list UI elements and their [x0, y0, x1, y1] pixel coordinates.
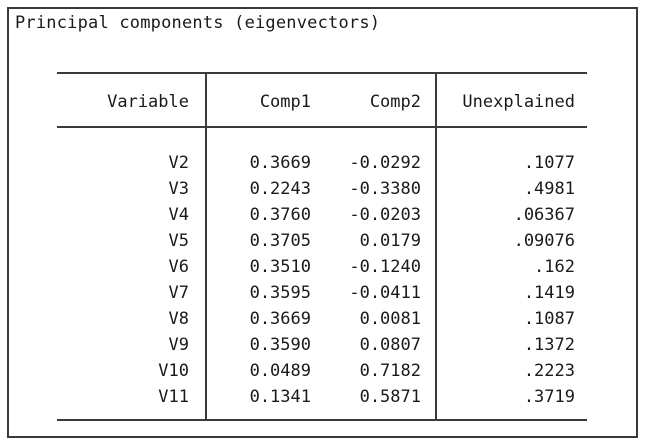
- cell-comp1: 0.3595: [249, 283, 311, 303]
- table-body: V2 0.3669 -0.0292 .1077 V3 0.2243 -0.338…: [57, 150, 587, 410]
- table-row: V8 0.3669 0.0081 .1087: [57, 306, 587, 332]
- cell-comp1: 0.1341: [249, 387, 311, 407]
- cell-unexplained: .09076: [513, 231, 575, 251]
- table-row: V3 0.2243 -0.3380 .4981: [57, 176, 587, 202]
- table-row: V9 0.3590 0.0807 .1372: [57, 332, 587, 358]
- cell-unexplained: .4981: [523, 179, 575, 199]
- table-row: V5 0.3705 0.0179 .09076: [57, 228, 587, 254]
- cell-comp2: 0.0081: [359, 309, 421, 329]
- cell-unexplained: .06367: [513, 205, 575, 225]
- cell-comp1: 0.0489: [249, 361, 311, 381]
- cell-variable: V3: [168, 179, 189, 199]
- cell-unexplained: .3719: [523, 387, 575, 407]
- cell-comp2: 0.0807: [359, 335, 421, 355]
- cell-comp1: 0.3669: [249, 309, 311, 329]
- cell-variable: V10: [158, 361, 189, 381]
- table-row: V7 0.3595 -0.0411 .1419: [57, 280, 587, 306]
- cell-comp2: 0.0179: [359, 231, 421, 251]
- table-divider-variable: [205, 73, 207, 419]
- cell-comp2: -0.1240: [349, 257, 421, 277]
- output-title: Principal components (eigenvectors): [15, 13, 381, 33]
- table-row: V10 0.0489 0.7182 .2223: [57, 358, 587, 384]
- cell-comp1: 0.3760: [249, 205, 311, 225]
- cell-comp2: -0.0203: [349, 205, 421, 225]
- header-comp1: Comp1: [259, 92, 311, 112]
- cell-comp1: 0.3590: [249, 335, 311, 355]
- table-row: V6 0.3510 -0.1240 .162: [57, 254, 587, 280]
- table-top-rule: [57, 72, 587, 74]
- table-header-rule: [57, 126, 587, 128]
- cell-variable: V4: [168, 205, 189, 225]
- cell-comp1: 0.3669: [249, 153, 311, 173]
- cell-comp2: -0.0292: [349, 153, 421, 173]
- table-row: V2 0.3669 -0.0292 .1077: [57, 150, 587, 176]
- cell-variable: V5: [168, 231, 189, 251]
- cell-unexplained: .162: [534, 257, 575, 277]
- cell-comp1: 0.2243: [249, 179, 311, 199]
- cell-variable: V7: [168, 283, 189, 303]
- header-comp2: Comp2: [369, 92, 421, 112]
- cell-unexplained: .1419: [523, 283, 575, 303]
- cell-variable: V9: [168, 335, 189, 355]
- cell-unexplained: .1372: [523, 335, 575, 355]
- cell-comp2: -0.0411: [349, 283, 421, 303]
- cell-comp1: 0.3705: [249, 231, 311, 251]
- header-variable: Variable: [107, 92, 189, 112]
- eigenvector-table: Variable Comp1 Comp2 Unexplained V2 0.36…: [57, 72, 587, 422]
- cell-comp2: -0.3380: [349, 179, 421, 199]
- cell-unexplained: .1087: [523, 309, 575, 329]
- cell-comp2: 0.7182: [359, 361, 421, 381]
- table-divider-unexplained: [435, 73, 437, 419]
- cell-variable: V11: [158, 387, 189, 407]
- table-row: V4 0.3760 -0.0203 .06367: [57, 202, 587, 228]
- header-unexplained: Unexplained: [462, 92, 575, 112]
- cell-unexplained: .1077: [523, 153, 575, 173]
- cell-variable: V2: [168, 153, 189, 173]
- cell-comp2: 0.5871: [359, 387, 421, 407]
- cell-variable: V6: [168, 257, 189, 277]
- table-bottom-rule: [57, 419, 587, 421]
- table-row: V11 0.1341 0.5871 .3719: [57, 384, 587, 410]
- cell-comp1: 0.3510: [249, 257, 311, 277]
- output-window: Principal components (eigenvectors) Vari…: [7, 7, 638, 438]
- cell-variable: V8: [168, 309, 189, 329]
- cell-unexplained: .2223: [523, 361, 575, 381]
